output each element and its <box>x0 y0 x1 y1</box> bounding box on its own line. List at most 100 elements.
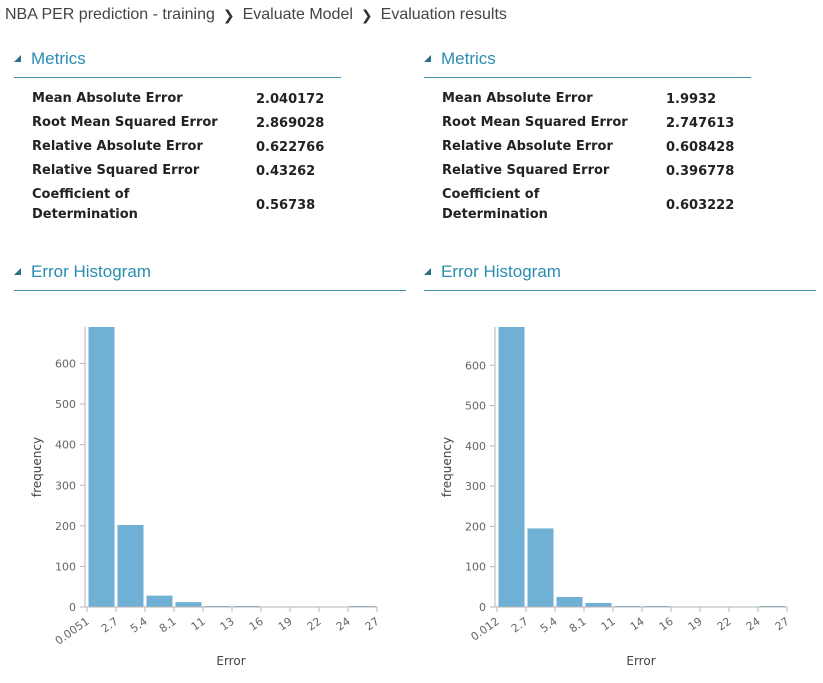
metric-row: Relative Squared Error 0.43262 <box>32 159 324 183</box>
metrics-table-left: Mean Absolute Error 2.040172 Root Mean Sq… <box>32 87 324 227</box>
histogram-bar <box>88 327 115 607</box>
metric-value: 2.040172 <box>256 91 325 107</box>
x-tick-label: 24 <box>334 615 353 634</box>
y-tick-label: 400 <box>465 440 486 453</box>
x-tick-label: 2.7 <box>99 615 121 636</box>
histogram-section-title: Error Histogram <box>31 262 151 281</box>
y-tick-label: 0 <box>69 601 76 614</box>
metric-label: Coefficient of Determination <box>32 187 138 222</box>
histogram-section-header-left[interactable]: Error Histogram <box>14 260 406 291</box>
breadcrumb-current-page: Evaluation results <box>380 6 507 23</box>
y-tick-label: 500 <box>55 398 76 411</box>
y-tick-label: 400 <box>55 439 76 452</box>
y-axis-title: frequency <box>440 437 454 497</box>
x-tick-label: 2.7 <box>509 615 531 636</box>
y-tick-label: 0 <box>479 601 486 614</box>
x-axis-title: Error <box>626 654 655 668</box>
y-tick-label: 600 <box>55 358 76 371</box>
y-tick-label: 500 <box>465 400 486 413</box>
x-tick-label: 8.1 <box>567 615 589 636</box>
y-axis-title: frequency <box>30 437 44 497</box>
histogram-section-title: Error Histogram <box>441 262 561 281</box>
histogram-bar <box>175 602 202 607</box>
metric-value: 0.396778 <box>666 163 735 179</box>
histogram-section-header-right[interactable]: Error Histogram <box>424 260 816 291</box>
collapse-triangle-icon[interactable] <box>424 55 431 62</box>
metric-value: 2.747613 <box>666 115 735 131</box>
histogram-bar <box>498 327 525 607</box>
metrics-section-header-right[interactable]: Metrics <box>424 47 751 78</box>
x-tick-label: 16 <box>247 615 266 634</box>
metrics-section-title: Metrics <box>441 49 496 68</box>
metric-label: Root Mean Squared Error <box>442 115 628 130</box>
x-tick-label: 0.012 <box>468 615 501 644</box>
x-tick-label: 22 <box>305 615 324 634</box>
metric-label: Relative Absolute Error <box>442 139 613 154</box>
metrics-section-header-left[interactable]: Metrics <box>14 47 341 78</box>
y-tick-label: 600 <box>465 359 486 372</box>
metric-row: Root Mean Squared Error 2.869028 <box>32 111 324 135</box>
histogram-bar <box>527 528 554 607</box>
x-tick-label: 27 <box>363 615 382 634</box>
metric-row: Mean Absolute Error 1.9932 <box>442 87 734 111</box>
breadcrumb-separator-icon: ❯ <box>360 6 373 23</box>
breadcrumb-separator-icon: ❯ <box>222 6 235 23</box>
metric-label: Mean Absolute Error <box>32 91 183 106</box>
metric-label: Relative Absolute Error <box>32 139 203 154</box>
metrics-section-title: Metrics <box>31 49 86 68</box>
metric-value: 0.56738 <box>256 197 316 213</box>
collapse-triangle-icon[interactable] <box>14 55 21 62</box>
y-tick-label: 100 <box>55 560 76 573</box>
breadcrumb: NBA PER prediction - training ❯ Evaluate M… <box>5 6 507 28</box>
histogram-bar <box>117 525 144 607</box>
metric-label: Relative Squared Error <box>442 163 610 178</box>
collapse-triangle-icon[interactable] <box>14 268 21 275</box>
metric-label: Mean Absolute Error <box>442 91 593 106</box>
metric-value: 1.9932 <box>666 91 717 107</box>
metric-label: Coefficient of Determination <box>442 187 548 222</box>
metric-value: 0.622766 <box>256 139 325 155</box>
x-tick-label: 13 <box>218 615 237 634</box>
x-tick-label: 24 <box>744 615 763 634</box>
x-tick-label: 22 <box>715 615 734 634</box>
breadcrumb-experiment[interactable]: NBA PER prediction - training <box>5 6 215 23</box>
histogram-bar <box>585 602 612 607</box>
metric-row: Relative Absolute Error 0.622766 <box>32 135 324 159</box>
x-tick-label: 11 <box>189 615 208 634</box>
x-tick-label: 8.1 <box>157 615 179 636</box>
metric-value: 0.608428 <box>666 139 735 155</box>
metric-label: Root Mean Squared Error <box>32 115 218 130</box>
metric-row: Root Mean Squared Error 2.747613 <box>442 111 734 135</box>
metric-row: Coefficient of Determination 0.603222 <box>442 183 734 227</box>
y-tick-label: 300 <box>55 479 76 492</box>
x-tick-label: 5.4 <box>538 615 560 636</box>
y-tick-label: 200 <box>55 520 76 533</box>
collapse-triangle-icon[interactable] <box>424 268 431 275</box>
metrics-table-right: Mean Absolute Error 1.9932 Root Mean Squa… <box>442 87 734 227</box>
x-tick-label: 11 <box>599 615 618 634</box>
y-tick-label: 200 <box>465 520 486 533</box>
y-tick-label: 300 <box>465 480 486 493</box>
error-histogram-left: 0 100 200 300 400 500 600 0.0051 2.7 5.4 8.1 11 13 16… <box>30 327 382 668</box>
metric-value: 0.43262 <box>256 163 316 179</box>
x-tick-label: 14 <box>628 615 647 634</box>
x-tick-label: 19 <box>686 615 705 634</box>
metric-row: Relative Squared Error 0.396778 <box>442 159 734 183</box>
metric-row: Coefficient of Determination 0.56738 <box>32 183 324 227</box>
metric-value: 0.603222 <box>666 197 735 213</box>
metric-row: Mean Absolute Error 2.040172 <box>32 87 324 111</box>
x-tick-label: 27 <box>773 615 792 634</box>
x-tick-label: 19 <box>276 615 295 634</box>
histogram-bar <box>556 596 583 607</box>
x-tick-label: 0.0051 <box>53 615 92 648</box>
x-axis-title: Error <box>216 654 245 668</box>
error-histogram-right: 0 100 200 300 400 500 600 0.012 2.7 5.4 8.1 11 14 16 1… <box>440 327 792 668</box>
metric-value: 2.869028 <box>256 115 325 131</box>
metric-label: Relative Squared Error <box>32 163 200 178</box>
x-tick-label: 16 <box>657 615 676 634</box>
histogram-bar <box>146 595 173 607</box>
x-tick-label: 5.4 <box>128 615 150 636</box>
metric-row: Relative Absolute Error 0.608428 <box>442 135 734 159</box>
breadcrumb-module[interactable]: Evaluate Model <box>242 6 353 23</box>
y-tick-label: 100 <box>465 561 486 574</box>
